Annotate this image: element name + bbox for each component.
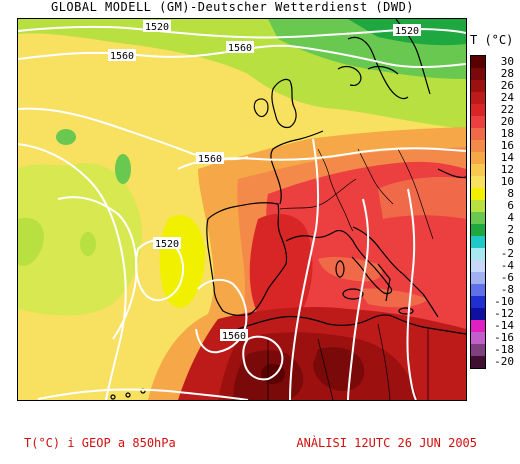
legend-swatch [471,308,485,320]
legend-swatch [471,80,485,92]
legend-label: 12 [500,163,514,176]
legend-label: 0 [507,235,514,248]
legend-swatch [471,248,485,260]
isoline-label: 1560 [110,51,134,62]
legend-swatch [471,200,485,212]
analysis-time: ANÀLISI 12UTC 26 JUN 2005 [296,436,477,450]
legend-label: 18 [500,127,514,140]
field-22-iberia [249,214,313,324]
legend-label: -14 [494,319,514,332]
legend-swatch [471,140,485,152]
legend-label: -8 [500,283,514,296]
legend-label: -16 [494,331,514,344]
legend-swatch [471,152,485,164]
legend-label: 14 [500,151,514,164]
legend-label: 6 [507,199,514,212]
legend-swatch [471,260,485,272]
color-legend [470,55,486,369]
legend-swatch [471,332,485,344]
legend-label: 26 [500,79,514,92]
legend-label: -2 [500,247,514,260]
temperature-map: 1520 1560 1560 1520 1560 1520 1560 1560 [17,18,467,401]
isoline-label: 1520 [145,22,169,33]
legend-swatch [471,56,485,68]
isoline-labels: 1520 1560 1560 1520 1560 1520 1560 1560 [108,20,421,342]
legend-swatch [471,128,485,140]
coastlines [110,19,466,400]
isoline-label: 1560 [222,331,246,342]
legend-label: 20 [500,115,514,128]
legend-swatch [471,272,485,284]
variable-label: T(°C) i GEOP a 850hPa [24,436,176,450]
legend-swatch [471,92,485,104]
legend-label: -12 [494,307,514,320]
map-title: GLOBAL MODELL (GM)-Deutscher Wetterdiens… [50,0,415,14]
legend-swatch [471,284,485,296]
legend-swatch [471,236,485,248]
legend-swatch [471,212,485,224]
legend-swatch [471,320,485,332]
legend-label: -4 [500,259,514,272]
legend-label: 10 [500,175,514,188]
borders [267,148,434,400]
field-8-atlantic [18,163,142,316]
legend-label: 30 [500,55,514,68]
legend-label: -18 [494,343,514,356]
legend-swatch [471,104,485,116]
legend-label: -10 [494,295,514,308]
isoline-label: 1520 [395,26,419,37]
legend-swatch [471,344,485,356]
legend-swatch [471,164,485,176]
field-4-patch [115,154,131,184]
legend-label: 28 [500,67,514,80]
legend-swatch [471,224,485,236]
isoline-label: 1560 [228,43,252,54]
legend-label: -20 [494,355,514,368]
legend-label: 2 [507,223,514,236]
isoline-label: 1520 [155,239,179,250]
legend-label: 16 [500,139,514,152]
legend-swatch [471,188,485,200]
legend-swatch [471,68,485,80]
legend-swatch [471,356,485,368]
legend-label: -6 [500,271,514,284]
legend-label: 22 [500,103,514,116]
legend-swatch [471,116,485,128]
legend-label: 4 [507,211,514,224]
isoline-label: 1560 [198,154,222,165]
legend-label: 8 [507,187,514,200]
legend-swatch [471,176,485,188]
legend-label: 24 [500,91,514,104]
legend-title: T (°C) [470,33,514,47]
legend-swatch [471,296,485,308]
